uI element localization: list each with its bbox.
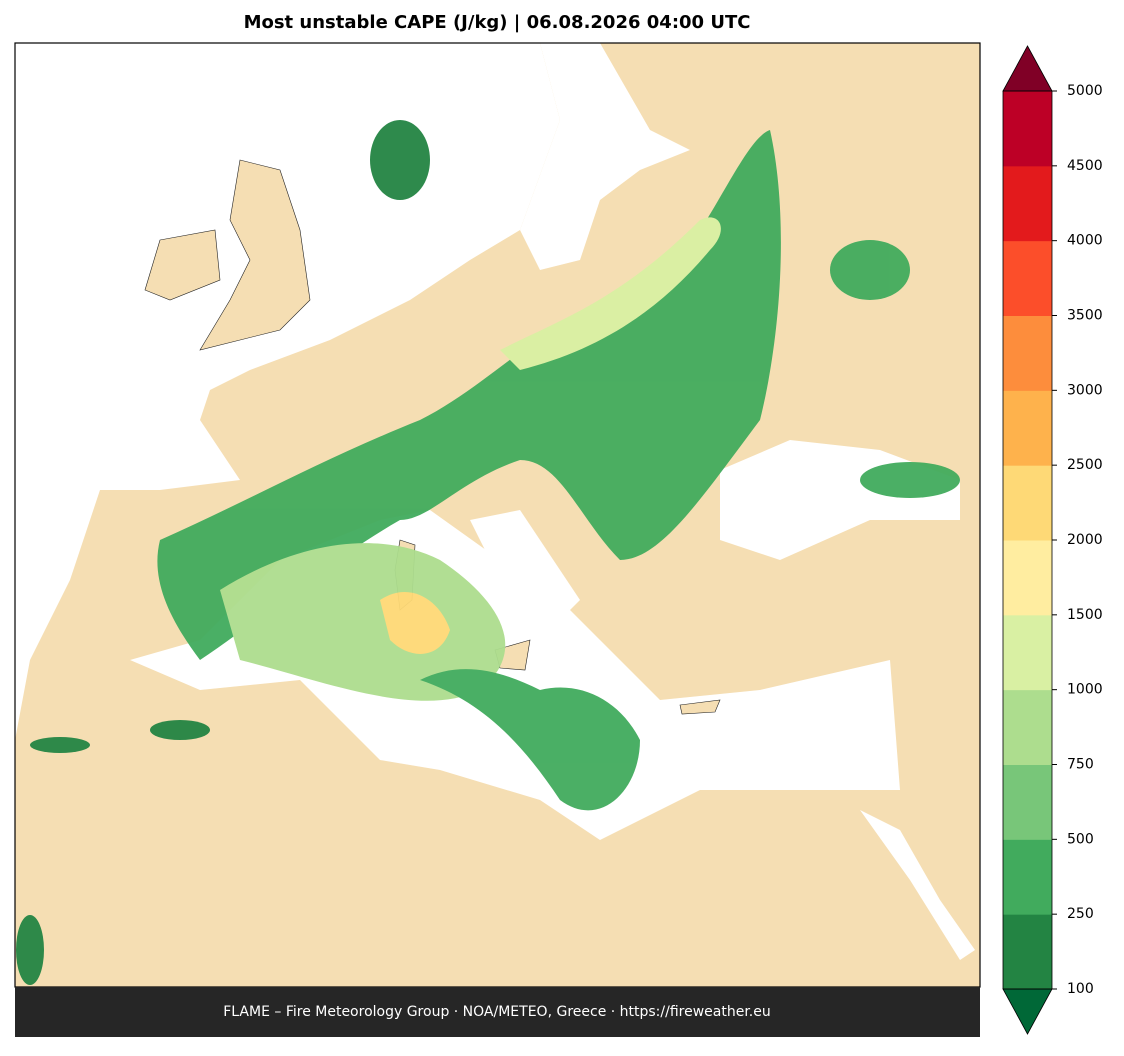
colorbar-tick-label: 4000 [1067,233,1103,249]
footer-bar [15,987,980,1037]
colorbar-segment [1003,540,1052,616]
cape-field [16,120,960,985]
colorbar-tick-label: 100 [1067,981,1094,997]
colorbar-segment [1003,614,1052,691]
colorbar-segment [1003,764,1052,840]
colorbar-segment [1003,165,1052,242]
colorbar-segment [1003,689,1052,765]
colorbar-segment [1003,914,1052,990]
colorbar-segment [1003,465,1052,541]
colorbar-tick-label: 5000 [1067,83,1103,99]
colorbar-tick-label: 2500 [1067,457,1103,473]
map [14,42,981,988]
colorbar-tick-label: 500 [1067,831,1094,847]
colorbar-tick-label: 3500 [1067,308,1103,324]
colorbar-segment [1003,91,1052,167]
colorbar-tick-label: 3000 [1067,382,1103,398]
colorbar: 100 250 500 750 1000 1500 2000 2500 3000 3500 4000… [1002,45,1103,1035]
colorbar-tick-label: 4500 [1067,158,1103,174]
colorbar-segment [1003,390,1052,466]
colorbar-tick-label: 1000 [1067,682,1103,698]
colorbar-segment [1003,839,1052,915]
colorbar-over-arrow [1002,45,1053,92]
colorbar-segment [1003,240,1052,316]
map-title: Most unstable CAPE (J/kg) | 06.08.2026 0… [244,12,751,33]
colorbar-tick-label: 1500 [1067,607,1103,623]
colorbar-tick-label: 250 [1067,906,1094,922]
colorbar-segment [1003,315,1052,391]
colorbar-tick-label: 750 [1067,757,1094,773]
colorbar-under-arrow [1002,988,1053,1035]
footer-text: FLAME – Fire Meteorology Group · NOA/MET… [223,1004,771,1020]
colorbar-tick-label: 2000 [1067,532,1103,548]
